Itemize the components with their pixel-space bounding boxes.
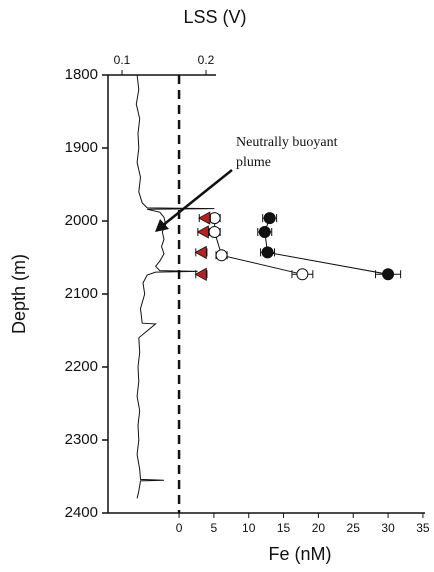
triangle-marker [194, 267, 207, 281]
annotation: Neutrally buoyant [236, 135, 338, 150]
x-tick-label: 10 [242, 521, 256, 535]
y-tick-label: 1900 [65, 139, 98, 156]
lss-line [135, 74, 215, 499]
triangle-marker [196, 225, 209, 239]
y-tick-label: 2200 [65, 358, 98, 375]
y-axis-title: Depth (m) [9, 254, 29, 334]
y-tick-label: 2100 [65, 285, 98, 302]
x-tick-label: 35 [416, 521, 430, 535]
filled-circle-marker [261, 246, 274, 259]
open-circle-marker [208, 225, 221, 238]
x2-axis-title: LSS (V) [183, 7, 246, 27]
x-tick-label: 5 [211, 521, 218, 535]
filled-circle-marker [258, 225, 271, 238]
y-tick-label: 2300 [65, 431, 98, 448]
x-tick-label: 30 [381, 521, 395, 535]
annotation: plume [236, 155, 271, 170]
y-tick-label: 2400 [65, 504, 98, 521]
triangle-marker [198, 211, 211, 225]
series-line [264, 217, 389, 275]
series-line [214, 218, 303, 275]
annotation-arrowhead [155, 219, 169, 232]
x-axis-title: Fe (nM) [269, 544, 332, 564]
x-tick-label: 25 [347, 521, 361, 535]
y-tick-label: 2000 [65, 212, 98, 229]
filled-circle-marker [263, 212, 276, 225]
annotation-arrow [161, 169, 233, 227]
x-tick-label: 20 [312, 521, 326, 535]
x2-tick-label: 0.1 [114, 53, 131, 67]
filled-circle-marker [382, 268, 395, 281]
x2-tick-label: 0.2 [198, 53, 215, 67]
open-circle-marker [215, 249, 228, 262]
y-tick-label: 1800 [65, 66, 98, 83]
x-tick-label: 15 [277, 521, 291, 535]
triangle-marker [194, 245, 207, 260]
open-circle-marker [296, 268, 309, 281]
x-tick-label: 0 [176, 521, 183, 535]
